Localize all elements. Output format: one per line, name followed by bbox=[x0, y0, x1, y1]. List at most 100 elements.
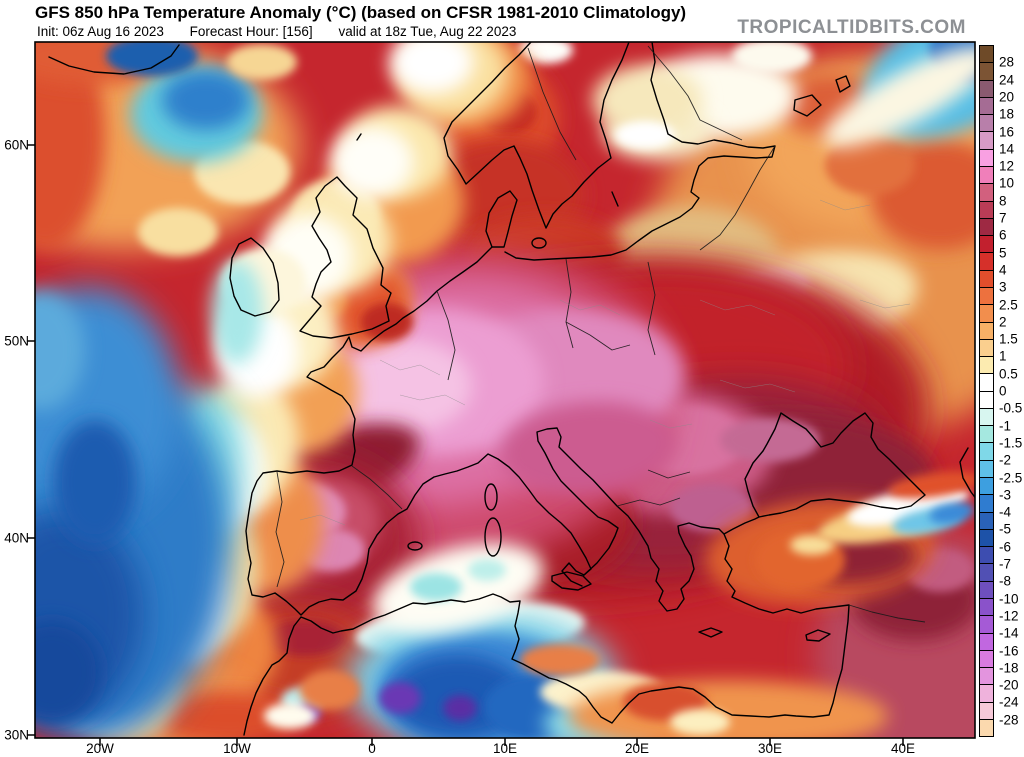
latitude-tick-label: 60N bbox=[0, 138, 29, 153]
colorbar-cell bbox=[980, 202, 993, 219]
colorbar-tick-label: -8 bbox=[999, 574, 1011, 589]
colorbar-tick-label: -6 bbox=[999, 539, 1011, 554]
colorbar-tick-label: 2 bbox=[999, 314, 1007, 329]
anomaly-blob bbox=[379, 682, 421, 714]
colorbar-cell bbox=[980, 478, 993, 495]
longitude-tick-label: 30E bbox=[758, 741, 782, 756]
colorbar-tick-label: 0.5 bbox=[999, 366, 1018, 381]
colorbar-cell bbox=[980, 513, 993, 530]
colorbar-cell bbox=[980, 495, 993, 512]
colorbar-tick-label: -28 bbox=[999, 712, 1019, 727]
colorbar-tick-label: -18 bbox=[999, 660, 1019, 675]
colorbar-cell bbox=[980, 651, 993, 668]
colorbar-tick-label: -12 bbox=[999, 608, 1019, 623]
colorbar-cell bbox=[980, 461, 993, 478]
colorbar-cell bbox=[980, 720, 993, 736]
anomaly-blob bbox=[732, 38, 812, 74]
anomaly-blob bbox=[390, 30, 474, 94]
colorbar-cell bbox=[980, 150, 993, 167]
colorbar-cell bbox=[980, 184, 993, 201]
colorbar-cell bbox=[980, 530, 993, 547]
colorbar-cell bbox=[980, 98, 993, 115]
anomaly-blob bbox=[340, 340, 472, 432]
anomaly-blob bbox=[670, 709, 730, 735]
latitude-tick-label: 50N bbox=[0, 334, 29, 349]
anomaly-blob bbox=[410, 573, 462, 601]
weather-map[interactable] bbox=[0, 0, 1024, 757]
anomaly-blobs bbox=[0, 0, 1024, 757]
colorbar-cell bbox=[980, 547, 993, 564]
colorbar-tick-label: 16 bbox=[999, 124, 1014, 139]
colorbar-cell bbox=[980, 443, 993, 460]
anomaly-blob bbox=[443, 695, 477, 721]
colorbar-tick-label: -2.5 bbox=[999, 470, 1022, 485]
longitude-tick-label: 40E bbox=[891, 741, 915, 756]
anomaly-blob bbox=[330, 126, 414, 198]
colorbar-cell bbox=[980, 409, 993, 426]
anomaly-blob bbox=[568, 680, 888, 752]
colorbar-cell bbox=[980, 426, 993, 443]
anomaly-blob bbox=[138, 208, 218, 256]
colorbar-tick-label: 1 bbox=[999, 349, 1007, 364]
colorbar-cell bbox=[980, 271, 993, 288]
colorbar-cell bbox=[980, 305, 993, 322]
colorbar-tick-label: -4 bbox=[999, 505, 1011, 520]
longitude-tick-label: 20E bbox=[625, 741, 649, 756]
longitude-tick-label: 20W bbox=[86, 741, 114, 756]
anomaly-blob bbox=[162, 70, 250, 130]
colorbar-cell bbox=[980, 582, 993, 599]
latitude-tick-label: 40N bbox=[0, 531, 29, 546]
colorbar-tick-label: -2 bbox=[999, 453, 1011, 468]
colorbar-tick-label: -1.5 bbox=[999, 435, 1022, 450]
anomaly-blob bbox=[264, 703, 316, 729]
colorbar-tick-label: -1 bbox=[999, 418, 1011, 433]
colorbar-cell bbox=[980, 63, 993, 80]
colorbar-cell bbox=[980, 323, 993, 340]
colorbar-tick-label: 3 bbox=[999, 280, 1007, 295]
colorbar-cell bbox=[980, 668, 993, 685]
colorbar-cell bbox=[980, 219, 993, 236]
colorbar-tick-label: -24 bbox=[999, 695, 1019, 710]
colorbar-tick-label: -0.5 bbox=[999, 401, 1022, 416]
colorbar-cell bbox=[980, 236, 993, 253]
longitude-tick-label: 0 bbox=[368, 741, 376, 756]
colorbar-tick-label: 2.5 bbox=[999, 297, 1018, 312]
anomaly-blob bbox=[520, 644, 600, 676]
colorbar-tick-label: 1.5 bbox=[999, 332, 1018, 347]
colorbar-tick-label: 6 bbox=[999, 228, 1007, 243]
colorbar-tick-label: 28 bbox=[999, 55, 1014, 70]
colorbar-cell bbox=[980, 340, 993, 357]
colorbar-cell bbox=[980, 374, 993, 391]
colorbar-cell bbox=[980, 616, 993, 633]
colorbar-tick-label: -20 bbox=[999, 678, 1019, 693]
colorbar-cell bbox=[980, 703, 993, 720]
colorbar-tick-label: 20 bbox=[999, 89, 1014, 104]
colorbar bbox=[979, 45, 994, 737]
anomaly-blob bbox=[300, 670, 360, 710]
weather-map-page: GFS 850 hPa Temperature Anomaly (°C) (ba… bbox=[0, 0, 1024, 757]
colorbar-tick-label: 24 bbox=[999, 72, 1014, 87]
colorbar-tick-label: 0 bbox=[999, 384, 1007, 399]
anomaly-blob bbox=[2, 620, 102, 724]
anomaly-blob bbox=[53, 420, 137, 544]
colorbar-tick-label: 14 bbox=[999, 141, 1014, 156]
colorbar-tick-label: 7 bbox=[999, 211, 1007, 226]
colorbar-tick-label: -3 bbox=[999, 487, 1011, 502]
colorbar-cell bbox=[980, 81, 993, 98]
colorbar-cell bbox=[980, 599, 993, 616]
anomaly-blob bbox=[468, 559, 506, 581]
latitude-tick-label: 30N bbox=[0, 728, 29, 743]
colorbar-tick-label: 12 bbox=[999, 159, 1014, 174]
longitude-tick-label: 10W bbox=[223, 741, 251, 756]
colorbar-cell bbox=[980, 132, 993, 149]
anomaly-blob bbox=[211, 260, 263, 364]
colorbar-tick-label: 10 bbox=[999, 176, 1014, 191]
colorbar-tick-label: 4 bbox=[999, 262, 1007, 277]
colorbar-cell bbox=[980, 634, 993, 651]
colorbar-cell bbox=[980, 253, 993, 270]
colorbar-cell bbox=[980, 46, 993, 63]
longitude-tick-label: 10E bbox=[493, 741, 517, 756]
colorbar-cell bbox=[980, 167, 993, 184]
colorbar-tick-label: -16 bbox=[999, 643, 1019, 658]
colorbar-cell bbox=[980, 564, 993, 581]
